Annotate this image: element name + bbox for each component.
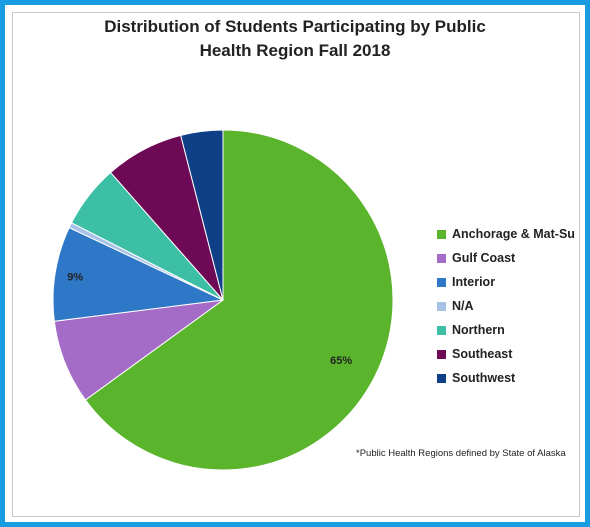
chart-title-line-2: Health Region Fall 2018: [199, 41, 391, 60]
legend-item-southwest: Southwest: [437, 366, 575, 390]
data-label-interior: 9%: [67, 272, 83, 284]
legend-swatch: [437, 229, 446, 239]
chart-title-line-1: Distribution of Students Participating b…: [104, 17, 486, 36]
data-label-anchorage-mat-su: 65%: [330, 355, 352, 367]
legend-item-northern: Northern: [437, 318, 575, 342]
legend-label: Anchorage & Mat-Su: [452, 227, 575, 241]
legend-swatch: [437, 301, 446, 311]
legend-label: Southwest: [452, 371, 516, 385]
legend-swatch: [437, 253, 446, 263]
legend-swatch: [437, 277, 446, 287]
legend-label: Interior: [452, 275, 496, 289]
legend-label: Northern: [452, 323, 505, 337]
legend-label: Southeast: [452, 347, 513, 361]
pie-slice-southwest: [180, 129, 224, 301]
legend-item-interior: Interior: [437, 270, 575, 294]
legend-swatch: [437, 325, 446, 335]
legend-swatch: [437, 349, 446, 359]
pie-slice-anchorage-mat-su: [84, 129, 394, 471]
legend-swatch: [437, 373, 446, 383]
legend-item-n-a: N/A: [437, 294, 575, 318]
chart-footnote: *Public Health Regions defined by State …: [356, 448, 566, 459]
legend-label: N/A: [452, 299, 474, 313]
chart-title: Distribution of Students Participating b…: [0, 15, 590, 63]
legend-item-anchorage-mat-su: Anchorage & Mat-Su: [437, 222, 575, 246]
chart-legend: Anchorage & Mat-Su Gulf Coast Interior N/A N…: [437, 222, 575, 390]
legend-item-southeast: Southeast: [437, 342, 575, 366]
legend-item-gulf-coast: Gulf Coast: [437, 246, 575, 270]
legend-label: Gulf Coast: [452, 251, 516, 265]
pie-slice-interior: [52, 226, 225, 322]
